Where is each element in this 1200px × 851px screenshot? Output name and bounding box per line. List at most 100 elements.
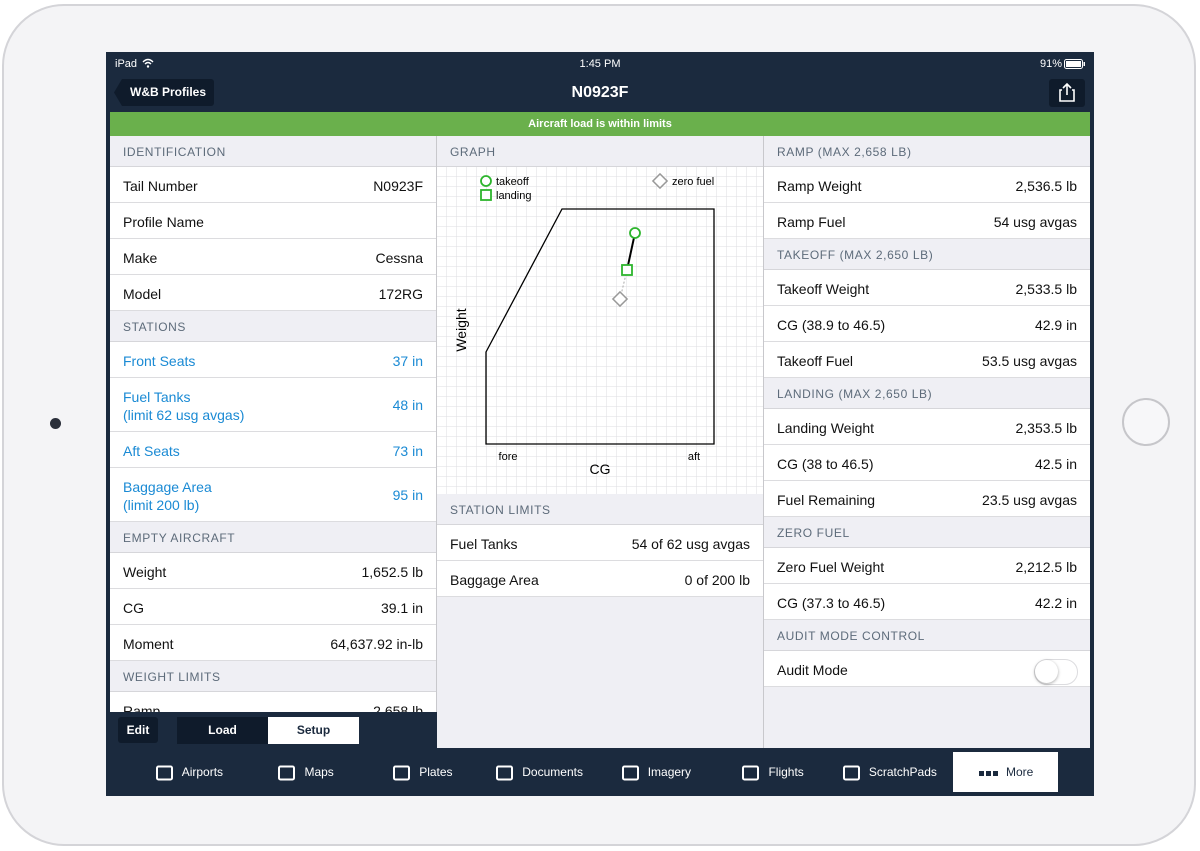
section-header: TAKEOFF (MAX 2,650 LB)	[764, 239, 1090, 270]
row-label: Baggage Area	[450, 572, 539, 588]
row-label: CG (37.3 to 46.5)	[777, 595, 886, 611]
tab-label: Airports	[181, 765, 224, 779]
row-value: 42.9 in	[1034, 317, 1077, 333]
camera	[50, 418, 61, 429]
status-bar: iPad 1:45 PM 91%	[106, 52, 1094, 75]
row-label: Fuel Remaining	[777, 492, 876, 508]
row-note: (limit 62 usg avgas)	[123, 407, 245, 423]
home-button[interactable]	[1122, 398, 1170, 446]
device-name: iPad	[115, 58, 138, 70]
row-label: Zero Fuel Weight	[777, 559, 885, 575]
tab[interactable]: Documents	[486, 752, 591, 792]
tab-label: ScratchPads	[868, 765, 937, 779]
list-row: Takeoff Fuel 53.5 usg avgas	[764, 342, 1090, 378]
tab-label: Flights	[768, 765, 804, 779]
row-value: 2,536.5 lb	[1015, 178, 1078, 194]
list-row[interactable]: Fuel Tanks (limit 62 usg avgas) 48 in	[110, 378, 436, 432]
right-panel: RAMP (MAX 2,658 LB) Ramp Weight 2,536.5 lb…	[764, 136, 1090, 748]
list-row[interactable]: Front Seats 37 in	[110, 342, 436, 378]
legend-label: zero fuel	[672, 176, 714, 188]
toolbar: Edit Load Setup	[110, 712, 436, 748]
back-button[interactable]: W&B Profiles	[114, 79, 215, 106]
list-row: Ramp Weight 2,536.5 lb	[764, 167, 1090, 203]
row-label: Takeoff Fuel	[777, 353, 854, 369]
section-header: IDENTIFICATION	[110, 136, 436, 167]
toggle-switch[interactable]	[1034, 659, 1078, 685]
nav-title: N0923F	[571, 84, 629, 101]
tab[interactable]: Plates	[370, 752, 475, 792]
row-value: 54 usg avgas	[993, 214, 1077, 230]
cg-envelope	[485, 208, 715, 445]
row-value: 0 of 200 lb	[684, 572, 750, 588]
edit-button[interactable]: Edit	[118, 717, 158, 743]
tab[interactable]: ScratchPads	[837, 752, 942, 792]
tab-icon	[496, 765, 514, 781]
row-label: Landing Weight	[777, 420, 875, 436]
list-row: Ramp Fuel 54 usg avgas	[764, 203, 1090, 239]
row-value: 54 of 62 usg avgas	[631, 536, 750, 552]
tab[interactable]: Imagery	[603, 752, 708, 792]
left-panel: IDENTIFICATION Tail Number N0923F Profile N…	[110, 136, 437, 712]
row-note: (limit 200 lb)	[123, 497, 200, 513]
row-value: 48 in	[392, 397, 423, 413]
middle-panel: GRAPH takeoff landing zero fuel Weight C…	[437, 136, 764, 748]
nav-bar: W&B Profiles N0923F	[106, 75, 1094, 112]
legend-label: takeoff	[496, 176, 530, 188]
tab-label: Imagery	[647, 765, 692, 779]
screen: iPad 1:45 PM 91% W&B Profiles N0923F Air…	[106, 52, 1094, 796]
tab[interactable]: Maps	[253, 752, 358, 792]
list-row[interactable]: Aft Seats 73 in	[110, 432, 436, 468]
legend-label: landing	[496, 190, 531, 202]
row-value: Cessna	[375, 250, 423, 266]
row-label: Fuel Tanks	[450, 536, 518, 552]
row-label: Baggage Area	[123, 479, 212, 495]
section-header: EMPTY AIRCRAFT	[110, 522, 436, 553]
section-header: LANDING (MAX 2,650 LB)	[764, 378, 1090, 409]
tab[interactable]: More	[953, 752, 1058, 792]
list-row: Weight 1,652.5 lb	[110, 553, 436, 589]
row-label: Moment	[123, 636, 174, 652]
row-value: 73 in	[392, 443, 423, 459]
list-row: CG (38.9 to 46.5) 42.9 in	[764, 306, 1090, 342]
segment-button[interactable]: Load	[177, 717, 268, 744]
tab-bar: Airports Maps Plates Documents Imagery Flight…	[106, 750, 1094, 796]
takeoff-landing-line	[626, 232, 636, 271]
tab-icon	[278, 765, 296, 781]
tab[interactable]: Flights	[720, 752, 825, 792]
row-label: Fuel Tanks	[123, 389, 191, 405]
row-value: N0923F	[373, 178, 423, 194]
row-label: Weight	[123, 564, 167, 580]
list-row[interactable]: Audit Mode	[764, 651, 1090, 687]
row-label: Front Seats	[123, 353, 196, 369]
row-value: 23.5 usg avgas	[982, 492, 1077, 508]
list-row: Tail Number N0923F	[110, 167, 436, 203]
section-header: AUDIT MODE CONTROL	[764, 620, 1090, 651]
row-label: Profile Name	[123, 214, 204, 230]
row-label: Takeoff Weight	[777, 281, 870, 297]
share-button[interactable]	[1049, 79, 1085, 107]
wifi-icon	[142, 58, 154, 68]
list-row[interactable]: Baggage Area (limit 200 lb) 95 in	[110, 468, 436, 522]
section-header: WEIGHT LIMITS	[110, 661, 436, 692]
weight-balance-graph: takeoff landing zero fuel Weight CG fore…	[437, 167, 763, 494]
tab[interactable]: Airports	[136, 752, 241, 792]
tab-icon	[742, 765, 760, 781]
list-row: Zero Fuel Weight 2,212.5 lb	[764, 548, 1090, 584]
row-value: 95 in	[392, 487, 423, 503]
row-label: Ramp	[123, 703, 161, 712]
row-label: CG (38.9 to 46.5)	[777, 317, 886, 333]
tab-icon	[842, 765, 860, 781]
battery-icon	[1064, 59, 1085, 69]
segment-button[interactable]: Setup	[268, 717, 359, 744]
row-value: 2,658 lb	[373, 703, 423, 712]
section-header: RAMP (MAX 2,658 LB)	[764, 136, 1090, 167]
battery-level: 91%	[1040, 58, 1063, 70]
tab-label: Documents	[522, 765, 583, 779]
x-axis-label: CG	[590, 461, 611, 477]
row-value: 64,637.92 in-lb	[330, 636, 423, 652]
tab-label: Plates	[419, 765, 453, 779]
list-row: Baggage Area 0 of 200 lb	[437, 561, 763, 597]
status-banner: Aircraft load is within limits	[110, 112, 1090, 136]
